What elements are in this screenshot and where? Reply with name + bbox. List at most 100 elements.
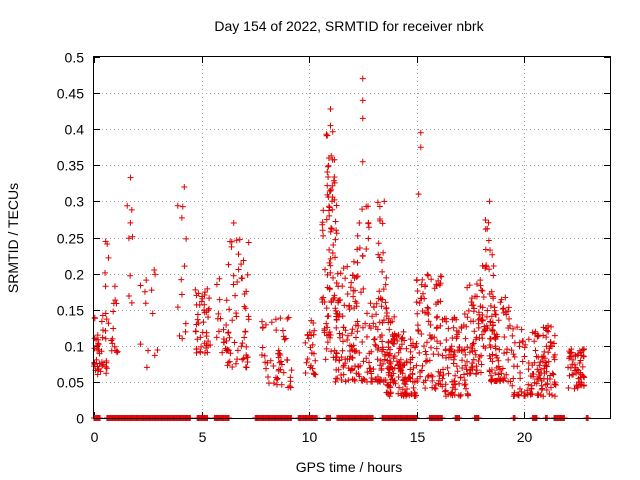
data-point bbox=[242, 328, 249, 335]
data-point bbox=[277, 366, 284, 373]
data-point bbox=[484, 307, 491, 314]
data-point bbox=[339, 347, 346, 354]
data-point bbox=[350, 293, 357, 300]
data-point bbox=[525, 359, 532, 366]
data-point bbox=[354, 259, 361, 266]
data-point bbox=[229, 317, 236, 324]
data-point bbox=[453, 335, 460, 342]
data-point bbox=[194, 311, 201, 318]
data-point bbox=[517, 369, 524, 376]
data-point bbox=[277, 358, 284, 365]
data-point bbox=[468, 345, 475, 352]
data-point bbox=[376, 319, 383, 326]
data-point bbox=[380, 249, 387, 256]
data-point bbox=[391, 313, 398, 320]
data-point bbox=[273, 381, 280, 388]
data-point bbox=[489, 327, 496, 334]
data-point bbox=[509, 382, 516, 389]
data-point bbox=[414, 322, 421, 329]
data-point bbox=[305, 335, 312, 342]
data-point bbox=[91, 359, 98, 366]
data-point bbox=[287, 378, 294, 385]
data-point bbox=[333, 202, 340, 209]
data-point bbox=[482, 217, 489, 224]
data-point bbox=[204, 349, 211, 356]
data-point bbox=[479, 262, 486, 269]
data-point bbox=[285, 384, 292, 391]
data-point bbox=[479, 312, 486, 319]
data-point bbox=[376, 288, 383, 295]
data-point bbox=[276, 350, 283, 357]
data-point bbox=[145, 347, 152, 354]
data-point bbox=[540, 375, 547, 382]
data-point bbox=[349, 272, 356, 279]
data-point bbox=[490, 321, 497, 328]
data-point bbox=[466, 349, 473, 356]
data-point bbox=[567, 350, 574, 357]
data-point bbox=[580, 382, 587, 389]
data-point bbox=[110, 325, 117, 332]
data-point bbox=[382, 299, 389, 306]
data-point bbox=[491, 377, 498, 384]
data-point bbox=[408, 342, 415, 349]
data-point bbox=[333, 230, 340, 237]
data-point bbox=[363, 246, 370, 253]
data-point bbox=[373, 376, 380, 383]
data-point bbox=[439, 375, 446, 382]
data-point bbox=[103, 370, 110, 377]
data-point bbox=[378, 332, 385, 339]
data-point bbox=[501, 350, 508, 357]
data-point bbox=[484, 225, 491, 232]
data-point bbox=[519, 358, 526, 365]
data-point bbox=[388, 364, 395, 371]
y-tick-label: 0.05 bbox=[57, 375, 84, 391]
data-point bbox=[327, 262, 334, 269]
data-point bbox=[379, 268, 386, 275]
data-point bbox=[329, 156, 336, 163]
data-point bbox=[228, 243, 235, 250]
data-point bbox=[128, 299, 135, 306]
plot-frame bbox=[93, 56, 611, 419]
data-point bbox=[377, 357, 384, 364]
y-tick-label: 0 bbox=[76, 411, 84, 427]
data-point bbox=[419, 362, 426, 369]
data-point bbox=[486, 247, 493, 254]
data-point bbox=[324, 324, 331, 331]
data-point bbox=[451, 391, 458, 398]
data-point bbox=[326, 259, 333, 266]
data-point bbox=[492, 345, 499, 352]
data-point bbox=[98, 359, 105, 366]
data-point bbox=[462, 351, 469, 358]
data-point bbox=[321, 299, 328, 306]
data-point bbox=[324, 169, 331, 176]
data-point bbox=[334, 270, 341, 277]
data-point bbox=[194, 336, 201, 343]
data-point bbox=[437, 322, 444, 329]
data-point bbox=[234, 278, 241, 285]
data-point bbox=[203, 329, 210, 336]
data-point bbox=[235, 266, 242, 273]
data-point bbox=[337, 270, 344, 277]
data-point bbox=[543, 334, 550, 341]
data-point bbox=[354, 232, 361, 239]
data-point bbox=[375, 251, 382, 258]
data-point bbox=[424, 373, 431, 380]
data-point bbox=[451, 314, 458, 321]
data-point bbox=[543, 387, 550, 394]
data-point bbox=[360, 285, 367, 292]
data-point bbox=[461, 382, 468, 389]
data-point bbox=[213, 334, 220, 341]
data-point bbox=[543, 359, 550, 366]
data-point bbox=[376, 215, 383, 222]
data-point bbox=[489, 251, 496, 258]
data-point bbox=[399, 335, 406, 342]
data-point bbox=[348, 279, 355, 286]
data-point bbox=[201, 292, 208, 299]
data-point bbox=[114, 348, 121, 355]
data-point bbox=[384, 365, 391, 372]
data-point bbox=[182, 328, 189, 335]
data-point bbox=[569, 371, 576, 378]
data-point bbox=[359, 115, 366, 122]
data-point bbox=[362, 320, 369, 327]
data-point bbox=[439, 352, 446, 359]
